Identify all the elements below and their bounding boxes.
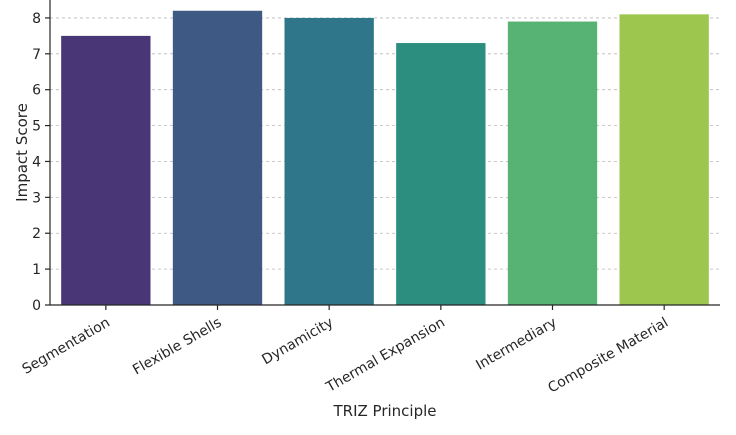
- y-tick-label: 3: [32, 190, 41, 206]
- y-tick-label: 8: [32, 11, 41, 27]
- x-tick-label: Composite Material: [545, 315, 671, 397]
- y-tick-label: 4: [32, 154, 41, 170]
- y-tick-label: 7: [32, 47, 41, 63]
- y-axis-ticks: 0 1 2 3 4 5 6 7 8: [32, 11, 50, 314]
- y-axis-label: Impact Score: [13, 103, 31, 202]
- grid-lines: [50, 17, 720, 270]
- bar-composite-material: [619, 14, 709, 306]
- bar-dynamicity: [284, 17, 374, 306]
- y-tick-label: 6: [32, 83, 41, 99]
- x-tick-label: Intermediary: [473, 315, 559, 374]
- x-tick-label: Segmentation: [20, 315, 113, 378]
- x-tick-label: Dynamicity: [259, 315, 336, 369]
- bar-segmentation: [61, 35, 151, 305]
- bar-flexible-shells: [172, 10, 263, 305]
- bar-intermediary: [507, 21, 598, 305]
- y-tick-label: 2: [32, 226, 41, 242]
- x-axis-label: TRIZ Principle: [332, 402, 436, 420]
- y-tick-label: 0: [32, 298, 41, 314]
- y-tick-label: 1: [32, 262, 41, 278]
- x-axis-ticks: Segmentation Flexible Shells DynamicityThe…: [20, 305, 671, 397]
- x-tick-label: Flexible Shells: [130, 315, 224, 379]
- y-tick-label: 5: [32, 119, 41, 135]
- bars: [61, 10, 709, 306]
- bar-thermal-expansion: [396, 43, 486, 305]
- x-tick-label: Thermal Expansion: [323, 315, 448, 396]
